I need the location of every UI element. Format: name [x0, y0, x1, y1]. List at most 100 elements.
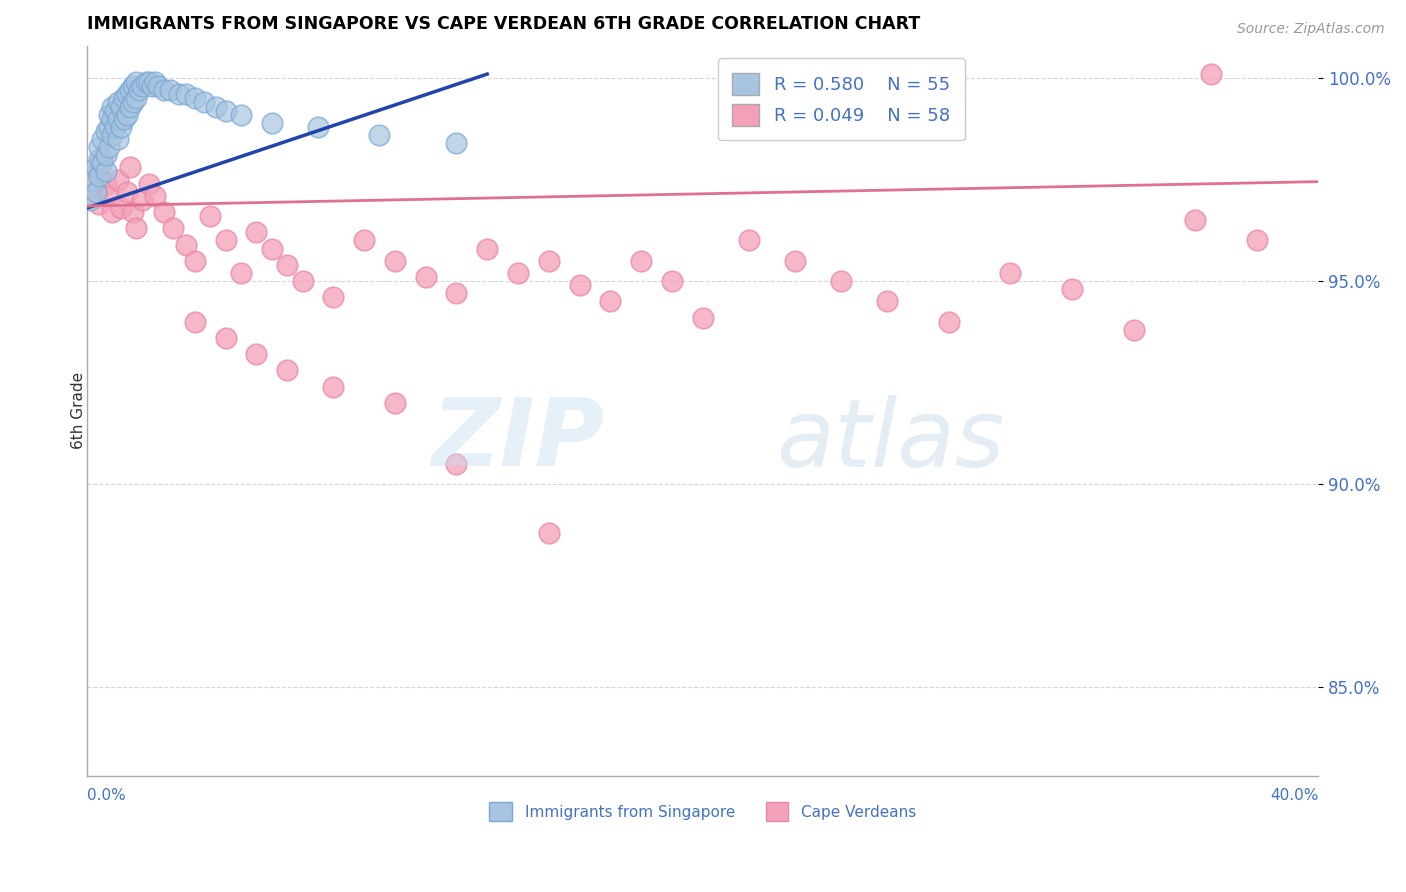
- Point: [415, 270, 437, 285]
- Point: [91, 156, 114, 170]
- Point: [214, 103, 236, 118]
- Point: [84, 185, 107, 199]
- Point: [94, 124, 117, 138]
- Point: [91, 153, 114, 167]
- Point: [537, 253, 560, 268]
- Point: [198, 209, 221, 223]
- Point: [107, 112, 129, 126]
- Point: [104, 103, 127, 118]
- Point: [205, 99, 228, 113]
- Point: [322, 290, 344, 304]
- Point: [661, 274, 683, 288]
- Point: [599, 294, 621, 309]
- Point: [1184, 213, 1206, 227]
- Point: [131, 79, 153, 94]
- Point: [1122, 323, 1144, 337]
- Point: [94, 148, 117, 162]
- Point: [174, 87, 197, 102]
- Point: [446, 286, 468, 301]
- Text: 0.0%: 0.0%: [87, 789, 125, 804]
- Text: 40.0%: 40.0%: [1270, 789, 1319, 804]
- Point: [84, 185, 107, 199]
- Point: [446, 457, 468, 471]
- Point: [174, 237, 197, 252]
- Point: [1060, 282, 1083, 296]
- Point: [89, 153, 111, 167]
- Point: [97, 120, 120, 134]
- Point: [630, 253, 652, 268]
- Point: [1246, 234, 1268, 248]
- Point: [89, 197, 111, 211]
- Point: [938, 315, 960, 329]
- Point: [110, 120, 132, 134]
- Point: [82, 169, 104, 183]
- Point: [100, 128, 122, 142]
- Text: atlas: atlas: [776, 394, 1005, 485]
- Point: [162, 221, 184, 235]
- Point: [229, 266, 252, 280]
- Point: [477, 242, 499, 256]
- Point: [1199, 67, 1222, 81]
- Point: [245, 347, 267, 361]
- Point: [506, 266, 529, 280]
- Point: [159, 83, 181, 97]
- Point: [184, 253, 207, 268]
- Point: [107, 95, 129, 110]
- Point: [120, 99, 142, 113]
- Point: [89, 140, 111, 154]
- Point: [94, 164, 117, 178]
- Text: IMMIGRANTS FROM SINGAPORE VS CAPE VERDEAN 6TH GRADE CORRELATION CHART: IMMIGRANTS FROM SINGAPORE VS CAPE VERDEA…: [87, 15, 921, 33]
- Point: [100, 99, 122, 113]
- Point: [214, 234, 236, 248]
- Point: [291, 274, 314, 288]
- Y-axis label: 6th Grade: 6th Grade: [72, 372, 86, 450]
- Point: [384, 396, 406, 410]
- Point: [97, 140, 120, 154]
- Point: [153, 205, 176, 219]
- Point: [184, 315, 207, 329]
- Point: [876, 294, 898, 309]
- Point: [368, 128, 391, 142]
- Point: [138, 177, 160, 191]
- Point: [122, 205, 145, 219]
- Point: [104, 120, 127, 134]
- Point: [91, 132, 114, 146]
- Point: [738, 234, 761, 248]
- Point: [107, 172, 129, 186]
- Point: [830, 274, 852, 288]
- Point: [82, 172, 104, 186]
- Point: [169, 87, 191, 102]
- Point: [138, 75, 160, 89]
- Point: [122, 95, 145, 110]
- Legend: Immigrants from Singapore, Cape Verdeans: Immigrants from Singapore, Cape Verdeans: [484, 797, 922, 827]
- Point: [110, 201, 132, 215]
- Point: [153, 83, 176, 97]
- Point: [143, 189, 166, 203]
- Point: [79, 193, 101, 207]
- Point: [94, 177, 117, 191]
- Point: [107, 132, 129, 146]
- Point: [122, 79, 145, 94]
- Point: [97, 108, 120, 122]
- Point: [1000, 266, 1022, 280]
- Point: [692, 310, 714, 325]
- Point: [260, 116, 283, 130]
- Point: [100, 112, 122, 126]
- Point: [125, 221, 148, 235]
- Point: [184, 91, 207, 105]
- Point: [229, 108, 252, 122]
- Point: [115, 185, 138, 199]
- Point: [537, 525, 560, 540]
- Point: [115, 87, 138, 102]
- Point: [110, 99, 132, 113]
- Point: [125, 75, 148, 89]
- Point: [97, 189, 120, 203]
- Point: [84, 161, 107, 175]
- Point: [120, 83, 142, 97]
- Point: [131, 193, 153, 207]
- Point: [146, 79, 169, 94]
- Point: [100, 205, 122, 219]
- Point: [193, 95, 215, 110]
- Point: [125, 91, 148, 105]
- Text: ZIP: ZIP: [432, 394, 605, 486]
